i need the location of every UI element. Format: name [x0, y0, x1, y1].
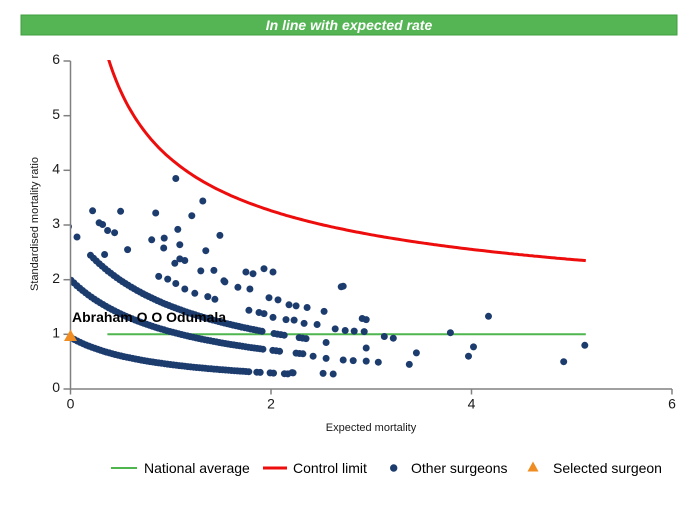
svg-text:6: 6	[52, 51, 60, 67]
svg-text:0: 0	[52, 379, 60, 395]
svg-text:Other surgeons: Other surgeons	[411, 460, 508, 476]
svg-text:5: 5	[52, 106, 60, 122]
svg-text:Control limit: Control limit	[293, 460, 367, 476]
svg-text:Selected surgeon: Selected surgeon	[553, 460, 662, 476]
svg-text:1: 1	[52, 325, 60, 341]
svg-text:In line with expected rate: In line with expected rate	[266, 17, 433, 33]
svg-text:Expected mortality: Expected mortality	[326, 422, 417, 434]
svg-text:Standardised mortality ratio: Standardised mortality ratio	[29, 157, 41, 291]
svg-text:2: 2	[52, 270, 60, 286]
svg-text:National average: National average	[144, 460, 250, 476]
svg-text:2: 2	[267, 396, 275, 412]
svg-text:4: 4	[52, 161, 60, 177]
svg-text:Abraham O O Odumala: Abraham O O Odumala	[72, 309, 226, 325]
svg-text:4: 4	[468, 396, 476, 412]
svg-text:6: 6	[668, 396, 676, 412]
svg-text:0: 0	[67, 396, 75, 412]
svg-text:3: 3	[52, 215, 60, 231]
